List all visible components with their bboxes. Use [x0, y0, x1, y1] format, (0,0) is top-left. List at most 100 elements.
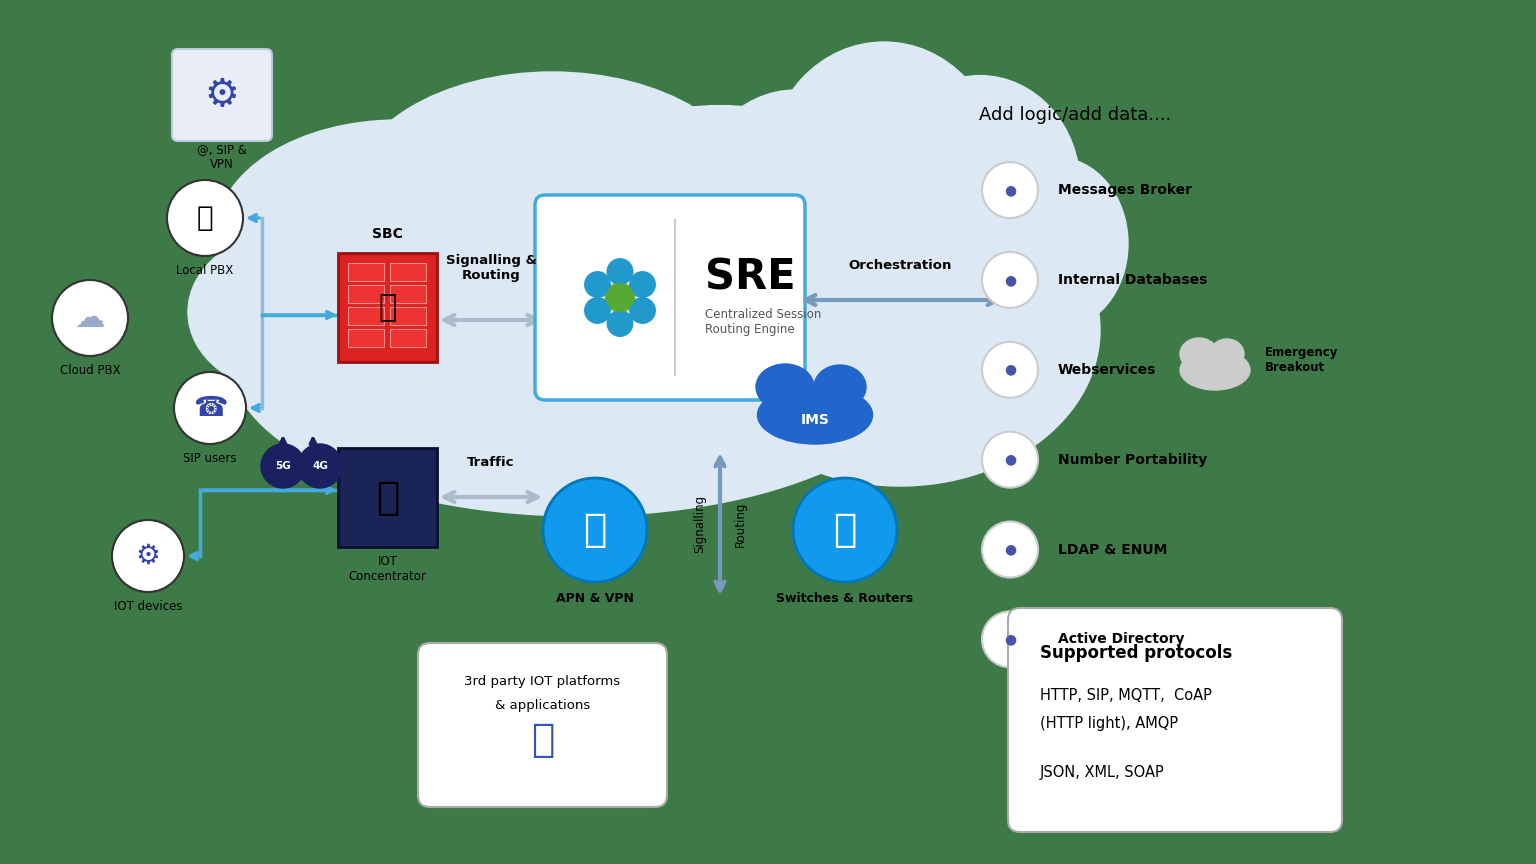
FancyBboxPatch shape [338, 448, 438, 547]
Ellipse shape [545, 105, 895, 327]
Text: Cloud PBX: Cloud PBX [60, 364, 120, 377]
Text: Internal Databases: Internal Databases [1058, 273, 1207, 287]
Circle shape [793, 478, 897, 582]
Text: Traffic: Traffic [467, 456, 515, 469]
Text: LDAP & ENUM: LDAP & ENUM [1058, 543, 1167, 556]
Bar [349, 285, 384, 303]
Text: 🌐: 🌐 [584, 511, 607, 549]
Text: SBC: SBC [372, 227, 402, 241]
Text: Orchestration: Orchestration [848, 259, 952, 272]
Text: Centralized Session
Routing Engine: Centralized Session Routing Engine [705, 308, 822, 335]
Text: (HTTP light), AMQP: (HTTP light), AMQP [1040, 716, 1178, 731]
Circle shape [982, 162, 1038, 218]
Text: ⚙: ⚙ [135, 542, 160, 570]
Bar [390, 307, 425, 325]
Ellipse shape [757, 386, 872, 444]
Text: Routing: Routing [734, 501, 746, 547]
Ellipse shape [985, 157, 1127, 330]
Ellipse shape [727, 187, 978, 360]
Ellipse shape [1180, 338, 1218, 370]
Ellipse shape [756, 364, 814, 410]
Ellipse shape [716, 252, 1084, 456]
FancyBboxPatch shape [172, 49, 272, 141]
Bar [390, 329, 425, 347]
Circle shape [982, 432, 1038, 487]
Text: Signalling &
Routing: Signalling & Routing [445, 254, 536, 282]
Circle shape [607, 311, 633, 336]
Text: Number Portability: Number Portability [1058, 453, 1207, 467]
Ellipse shape [1180, 350, 1250, 390]
Circle shape [174, 372, 246, 444]
Text: Supported protocols: Supported protocols [1040, 644, 1232, 662]
Text: 5G: 5G [275, 461, 290, 471]
Circle shape [630, 298, 656, 323]
Text: IOT
Concentrator: IOT Concentrator [349, 555, 427, 583]
Text: & applications: & applications [495, 699, 590, 712]
Bar [349, 263, 384, 281]
Text: Local PBX: Local PBX [177, 264, 233, 277]
FancyBboxPatch shape [535, 195, 805, 400]
Text: ●: ● [1005, 183, 1015, 197]
Ellipse shape [693, 90, 900, 321]
Text: ●: ● [1005, 273, 1015, 287]
Ellipse shape [700, 174, 1100, 486]
Text: 🖥: 🖥 [376, 479, 399, 517]
Text: 4G: 4G [312, 461, 329, 471]
Bar [349, 329, 384, 347]
FancyBboxPatch shape [1008, 608, 1342, 832]
Circle shape [261, 444, 306, 488]
Circle shape [167, 180, 243, 256]
Text: Emergency
Breakout: Emergency Breakout [1266, 346, 1338, 374]
Text: 📡: 📡 [834, 511, 857, 549]
Circle shape [982, 342, 1038, 397]
Bar [390, 263, 425, 281]
Text: HTTP, SIP, MQTT,  CoAP: HTTP, SIP, MQTT, CoAP [1040, 688, 1212, 703]
Circle shape [607, 284, 633, 311]
Ellipse shape [1210, 339, 1244, 369]
Text: IOT devices: IOT devices [114, 600, 183, 613]
Text: ●: ● [1005, 632, 1015, 646]
Text: ☎: ☎ [192, 394, 227, 422]
Bar [390, 285, 425, 303]
Text: 🔥: 🔥 [378, 293, 396, 322]
Text: ⚙: ⚙ [204, 76, 240, 114]
Circle shape [607, 258, 633, 284]
Text: Add logic/add data....: Add logic/add data.... [978, 106, 1170, 124]
Text: SIP users: SIP users [183, 452, 237, 465]
Ellipse shape [187, 231, 398, 394]
Text: Signalling: Signalling [693, 495, 707, 553]
Text: 3rd party IOT platforms: 3rd party IOT platforms [464, 675, 621, 688]
Text: ●: ● [1005, 543, 1015, 556]
Text: Messages Broker: Messages Broker [1058, 183, 1192, 197]
Text: ●: ● [1005, 363, 1015, 377]
Circle shape [585, 272, 610, 297]
FancyBboxPatch shape [418, 643, 667, 807]
Text: Active Directory: Active Directory [1058, 632, 1184, 646]
Text: 🔄: 🔄 [531, 721, 554, 759]
Text: IMS: IMS [800, 413, 829, 427]
Circle shape [630, 272, 656, 297]
Text: Webservices: Webservices [1058, 363, 1157, 377]
Ellipse shape [258, 282, 902, 486]
Circle shape [52, 280, 127, 356]
Text: 📤: 📤 [197, 204, 214, 232]
Text: ●: ● [1005, 453, 1015, 467]
Text: ☁: ☁ [75, 303, 106, 333]
Text: APN & VPN: APN & VPN [556, 592, 634, 605]
Ellipse shape [768, 42, 1000, 291]
Circle shape [298, 444, 343, 488]
Circle shape [982, 612, 1038, 667]
Bar [349, 307, 384, 325]
Text: @, SIP &
VPN: @, SIP & VPN [197, 143, 247, 171]
FancyBboxPatch shape [338, 253, 438, 362]
Circle shape [982, 252, 1038, 308]
Circle shape [112, 520, 184, 592]
Ellipse shape [230, 204, 929, 516]
Circle shape [544, 478, 647, 582]
Ellipse shape [217, 120, 581, 351]
Circle shape [982, 522, 1038, 577]
Ellipse shape [676, 200, 796, 364]
Ellipse shape [349, 72, 756, 321]
Text: Switches & Routers: Switches & Routers [776, 592, 914, 605]
Circle shape [585, 298, 610, 323]
